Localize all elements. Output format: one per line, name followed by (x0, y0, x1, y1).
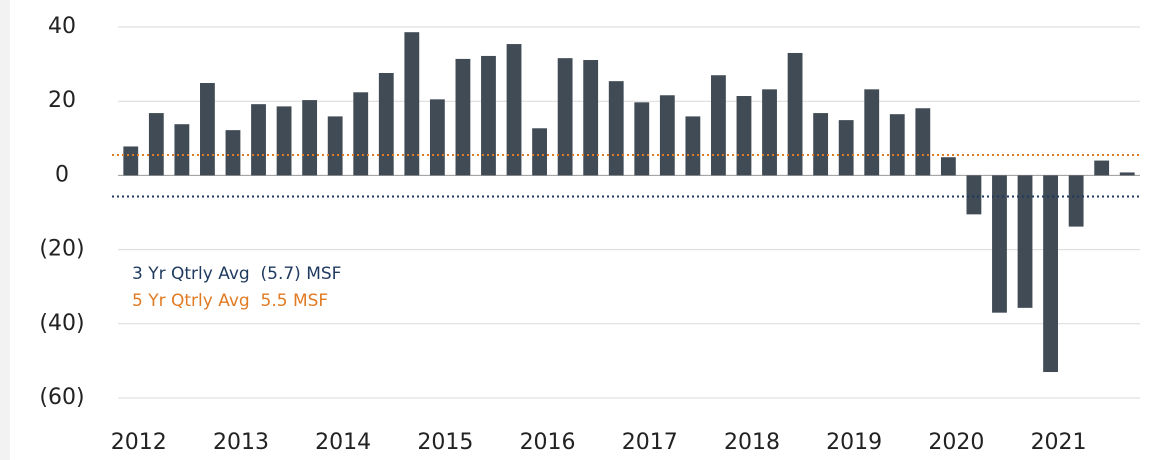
y-tick-label: (60) (39, 385, 84, 410)
x-tick-label: 2019 (826, 430, 882, 455)
bar (889, 114, 905, 176)
bar (429, 99, 445, 176)
bar (455, 58, 471, 176)
bar (378, 73, 394, 176)
x-tick-label: 2014 (315, 430, 371, 455)
bar (276, 106, 292, 176)
bar (225, 130, 241, 176)
bar (762, 89, 777, 176)
y-tick-label: 20 (48, 88, 76, 113)
bar (1043, 175, 1058, 373)
bar (940, 157, 956, 176)
x-tick-label: 2012 (111, 430, 167, 455)
y-tick-label: 0 (55, 162, 69, 187)
bar (583, 60, 599, 176)
bar (838, 120, 854, 176)
x-tick-label: 2020 (928, 430, 984, 455)
bar (481, 55, 496, 176)
bar (685, 116, 701, 176)
bar (736, 96, 752, 176)
bar (659, 95, 675, 176)
reference-label: 5 Yr Qtrly Avg 5.5 MSF (132, 291, 328, 311)
bar (532, 128, 547, 176)
y-tick-label: (40) (39, 311, 84, 336)
bar (1068, 175, 1084, 227)
bar (251, 104, 266, 176)
bar (813, 113, 829, 176)
bar (1094, 160, 1110, 176)
y-tick-label: (20) (39, 237, 84, 262)
bar (787, 52, 803, 176)
bar (557, 58, 573, 176)
x-tick-label: 2018 (724, 430, 780, 455)
y-tick-label: 40 (48, 14, 76, 39)
x-tick-label: 2021 (1031, 430, 1087, 455)
bar (608, 81, 624, 176)
x-tick-label: 2015 (417, 430, 473, 455)
side-strip (0, 0, 10, 460)
bar (992, 175, 1007, 313)
bar (1017, 175, 1033, 308)
bar (506, 44, 522, 176)
bar (404, 32, 420, 176)
bar (353, 92, 369, 176)
bar (148, 113, 164, 176)
bar (174, 124, 190, 176)
bar (915, 108, 931, 176)
x-tick-label: 2016 (520, 430, 576, 455)
bar (966, 175, 982, 215)
bar (200, 83, 215, 176)
reference-label: 3 Yr Qtrly Avg (5.7) MSF (132, 264, 341, 284)
bar (864, 89, 880, 176)
bar (302, 100, 318, 176)
bar (1119, 172, 1135, 176)
bar (123, 146, 139, 176)
bar (634, 102, 650, 176)
x-tick-label: 2017 (622, 430, 678, 455)
x-tick-label: 2013 (213, 430, 269, 455)
bar (327, 116, 343, 176)
bar (711, 75, 726, 176)
